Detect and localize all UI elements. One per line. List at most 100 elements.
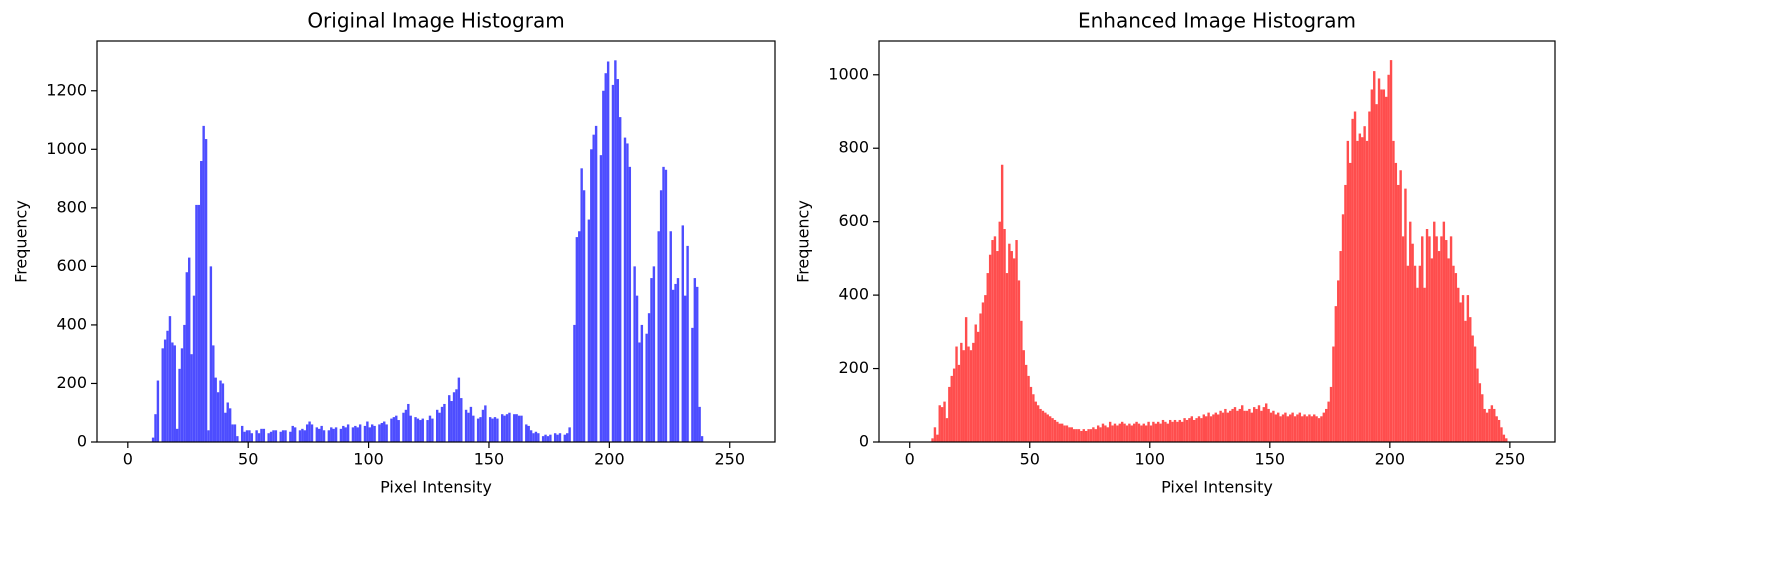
bar bbox=[404, 409, 408, 442]
bar bbox=[1068, 427, 1071, 442]
bar bbox=[1012, 258, 1016, 442]
bar bbox=[1380, 89, 1383, 442]
bar bbox=[1377, 78, 1381, 442]
bar bbox=[1108, 421, 1112, 442]
bar bbox=[1370, 89, 1374, 442]
x-tick-label: 150 bbox=[474, 450, 505, 469]
bar bbox=[440, 406, 444, 442]
bar bbox=[1394, 162, 1398, 442]
bar bbox=[1072, 429, 1076, 442]
bar bbox=[1310, 416, 1314, 442]
bar bbox=[979, 313, 982, 442]
bar bbox=[1070, 427, 1073, 442]
bar bbox=[416, 418, 420, 442]
bar bbox=[1039, 408, 1042, 442]
bar bbox=[532, 433, 535, 442]
y-tick-label: 400 bbox=[56, 314, 87, 333]
bar bbox=[1164, 421, 1167, 442]
bar bbox=[460, 398, 463, 442]
bar bbox=[558, 433, 562, 442]
bar bbox=[1000, 164, 1004, 442]
bar bbox=[1435, 236, 1438, 442]
bar bbox=[662, 166, 665, 442]
bar bbox=[652, 266, 656, 442]
bar bbox=[342, 425, 345, 442]
bar bbox=[996, 251, 999, 442]
bar bbox=[356, 427, 359, 442]
bar bbox=[171, 342, 174, 442]
bar bbox=[248, 430, 251, 442]
bar bbox=[1344, 184, 1347, 442]
bar bbox=[419, 420, 422, 442]
bar bbox=[1214, 412, 1217, 442]
x-tick-label: 0 bbox=[905, 450, 915, 469]
bar bbox=[1332, 346, 1335, 442]
y-tick-label: 0 bbox=[859, 432, 869, 451]
bar bbox=[1281, 414, 1285, 442]
bar bbox=[334, 427, 338, 442]
y-tick-label: 200 bbox=[838, 358, 869, 377]
bar bbox=[1147, 421, 1150, 442]
bar bbox=[534, 431, 538, 442]
bar bbox=[686, 245, 689, 442]
bar bbox=[185, 272, 189, 442]
bar bbox=[481, 409, 485, 442]
bar bbox=[1349, 162, 1352, 442]
bar bbox=[1363, 126, 1366, 442]
bar bbox=[183, 324, 186, 442]
bar bbox=[1493, 408, 1496, 442]
bar bbox=[1325, 408, 1328, 442]
bar bbox=[628, 166, 632, 442]
bar bbox=[940, 407, 944, 442]
bar bbox=[1101, 423, 1105, 442]
bar bbox=[226, 402, 229, 442]
bar bbox=[1409, 221, 1412, 442]
bar bbox=[1058, 423, 1061, 442]
bar bbox=[1255, 408, 1258, 442]
bar bbox=[957, 364, 961, 442]
bar bbox=[503, 415, 506, 442]
bar bbox=[180, 348, 184, 442]
bar bbox=[993, 236, 997, 442]
bar bbox=[209, 266, 213, 442]
bar bbox=[1329, 386, 1333, 442]
bar bbox=[614, 60, 617, 443]
bar bbox=[950, 375, 953, 442]
bar bbox=[262, 428, 266, 442]
bar bbox=[1096, 425, 1100, 442]
bar bbox=[303, 430, 306, 442]
bar bbox=[1341, 214, 1345, 442]
bar bbox=[154, 414, 157, 442]
bar bbox=[245, 430, 249, 442]
bar bbox=[1385, 96, 1388, 443]
bar bbox=[1337, 280, 1340, 442]
bar bbox=[1015, 240, 1018, 442]
bar bbox=[1207, 412, 1210, 442]
bar bbox=[984, 295, 987, 442]
bar bbox=[1351, 118, 1354, 442]
bar bbox=[650, 278, 653, 442]
chart-title: Original Image Histogram bbox=[307, 9, 564, 33]
bar bbox=[1238, 408, 1242, 442]
bar bbox=[1022, 350, 1025, 442]
bar bbox=[1478, 383, 1482, 442]
bar bbox=[1156, 421, 1160, 442]
bar bbox=[1209, 416, 1213, 442]
bar bbox=[633, 266, 636, 442]
bar bbox=[933, 427, 937, 442]
bar bbox=[1200, 418, 1203, 442]
bar bbox=[1224, 408, 1227, 442]
bar bbox=[301, 428, 304, 442]
bar bbox=[1089, 429, 1093, 442]
bar bbox=[544, 434, 547, 442]
x-tick-label: 200 bbox=[594, 450, 625, 469]
bar bbox=[1046, 414, 1049, 442]
bar bbox=[1389, 60, 1393, 442]
bar bbox=[974, 324, 977, 442]
bar bbox=[450, 401, 453, 442]
bar bbox=[1140, 425, 1143, 442]
bar bbox=[366, 421, 369, 442]
x-tick-label: 100 bbox=[1135, 450, 1166, 469]
bar bbox=[674, 283, 677, 442]
bar bbox=[1116, 425, 1119, 442]
